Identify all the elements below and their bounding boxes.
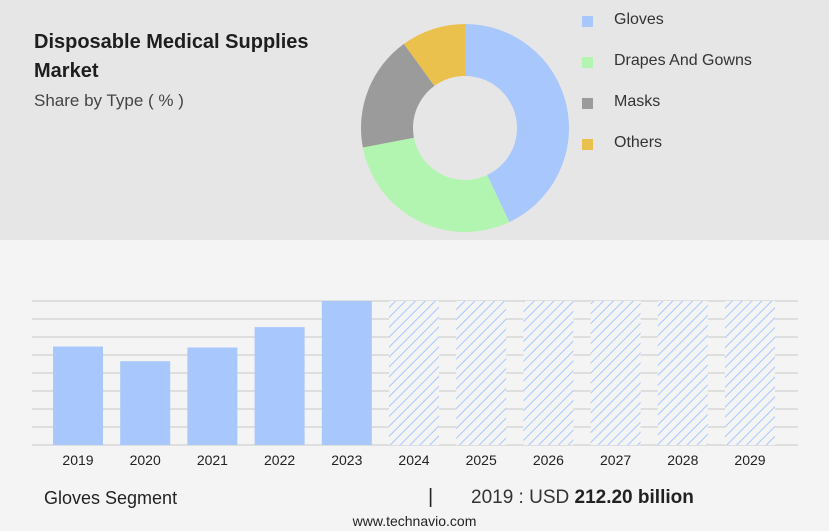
website-link[interactable]: www.technavio.com [352, 513, 477, 529]
x-tick-label: 2020 [130, 452, 161, 468]
x-tick-label: 2024 [398, 452, 429, 468]
forecast-bar-2029 [725, 301, 775, 445]
x-tick-label: 2025 [466, 452, 497, 468]
legend-label: Drapes And Gowns [614, 52, 752, 69]
forecast-bar-2027 [590, 301, 641, 445]
chart-title: Disposable Medical Supplies Market [34, 31, 309, 82]
segment-value-prefix: 2019 : USD [471, 487, 570, 508]
bar-2023 [321, 301, 372, 445]
bar-2020 [120, 361, 171, 445]
x-tick-label: 2028 [667, 452, 698, 468]
legend-label: Gloves [614, 11, 664, 28]
donut-slice-others [403, 24, 465, 86]
x-tick-label: 2021 [197, 452, 228, 468]
bar-2021 [187, 347, 238, 445]
legend-swatch [582, 16, 593, 27]
forecast-bar-2024 [389, 301, 439, 445]
x-tick-label: 2027 [600, 452, 631, 468]
legend-swatch [582, 57, 593, 68]
x-tick-label: 2029 [734, 452, 765, 468]
x-tick-label: 2022 [264, 452, 295, 468]
x-tick-label: 2023 [331, 452, 362, 468]
bar-2022 [254, 327, 305, 445]
segment-label: Gloves Segment [44, 488, 178, 508]
donut-chart [361, 24, 570, 233]
chart-subtitle: Share by Type ( % ) [34, 91, 184, 110]
forecast-bar-2028 [657, 301, 708, 445]
segment-value-amount: 212.20 billion [574, 487, 694, 508]
x-tick-label: 2019 [62, 452, 93, 468]
footer-divider: | [428, 486, 434, 508]
legend-label: Masks [614, 93, 661, 110]
forecast-bar-2025 [456, 301, 507, 445]
donut-slice-masks [361, 43, 435, 148]
segment-value: 2019 : USD 212.20 billion [471, 487, 694, 509]
legend-label: Others [614, 134, 663, 151]
donut-slice-gloves [465, 24, 570, 223]
legend-swatch [582, 98, 593, 109]
x-tick-label: 2026 [533, 452, 564, 468]
donut-slice-drapes-and-gowns [362, 137, 510, 233]
legend-swatch [582, 139, 593, 150]
forecast-bar-2026 [523, 301, 574, 445]
bar-2019 [53, 346, 103, 445]
bar-chart: 2019 2020 2021 2022 2023 2024 2025 2026 2027 2028… [32, 300, 798, 468]
